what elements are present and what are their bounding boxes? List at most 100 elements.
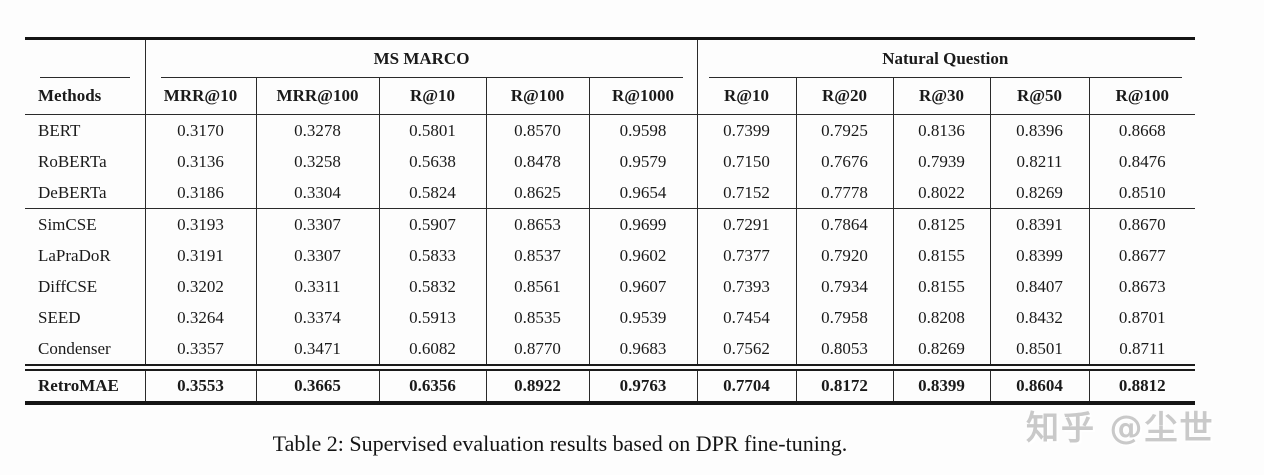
metric-value: 0.7150 <box>697 146 797 177</box>
metric-value: 0.5801 <box>379 114 487 146</box>
metric-value: 0.7920 <box>796 240 894 271</box>
metric-value: 0.5833 <box>379 240 487 271</box>
metric-value: 0.7152 <box>697 177 797 209</box>
metric-value: 0.6082 <box>379 333 487 368</box>
column-header: MRR@10 <box>145 78 257 115</box>
metric-value: 0.7958 <box>796 302 894 333</box>
table-row: DeBERTa 0.3186 0.3304 0.5824 0.8625 0.96… <box>25 177 1195 209</box>
metric-value: 0.8155 <box>893 271 991 302</box>
metric-value: 0.8535 <box>486 302 590 333</box>
metric-value: 0.8670 <box>1089 208 1196 240</box>
column-header: R@100 <box>486 78 590 115</box>
metric-value: 0.9654 <box>589 177 698 209</box>
metric-value: 0.8172 <box>796 364 894 403</box>
metric-value: 0.3357 <box>145 333 257 368</box>
metric-value: 0.5824 <box>379 177 487 209</box>
table-row: DiffCSE 0.3202 0.3311 0.5832 0.8561 0.96… <box>25 271 1195 302</box>
metric-value: 0.8208 <box>893 302 991 333</box>
metric-value: 0.8399 <box>893 364 991 403</box>
column-header: R@30 <box>893 78 991 115</box>
column-header: R@50 <box>990 78 1090 115</box>
metric-value: 0.7704 <box>697 364 797 403</box>
metric-value: 0.8211 <box>990 146 1090 177</box>
metric-value: 0.8022 <box>893 177 991 209</box>
metric-value: 0.5832 <box>379 271 487 302</box>
metric-value: 0.9607 <box>589 271 698 302</box>
metric-value: 0.3278 <box>256 114 380 146</box>
table-caption: Table 2: Supervised evaluation results b… <box>272 431 848 456</box>
metric-value: 0.7778 <box>796 177 894 209</box>
metric-value: 0.8269 <box>893 333 991 368</box>
metric-value: 0.8125 <box>893 208 991 240</box>
corner-cell <box>25 38 146 78</box>
metric-value: 0.3202 <box>145 271 257 302</box>
metric-value: 0.7676 <box>796 146 894 177</box>
metric-value: 0.9539 <box>589 302 698 333</box>
metric-value: 0.3307 <box>256 240 380 271</box>
metric-value: 0.8391 <box>990 208 1090 240</box>
group-label: MS MARCO <box>373 48 470 68</box>
method-name: SEED <box>25 302 146 333</box>
metric-value: 0.8432 <box>990 302 1090 333</box>
group-header-ms-marco: MS MARCO <box>145 38 698 78</box>
group-label: Natural Question <box>882 48 1009 68</box>
method-name: RoBERTa <box>25 146 146 177</box>
metric-value: 0.3258 <box>256 146 380 177</box>
metric-value: 0.3307 <box>256 208 380 240</box>
methods-rule <box>40 40 130 78</box>
metric-value: 0.3191 <box>145 240 257 271</box>
metric-value: 0.5913 <box>379 302 487 333</box>
metric-value: 0.8053 <box>796 333 894 368</box>
metric-value: 0.8701 <box>1118 307 1166 327</box>
column-header-methods: Methods <box>25 78 146 115</box>
metric-value: 0.7939 <box>893 146 991 177</box>
metric-value: 0.5638 <box>379 146 487 177</box>
column-header: R@10 <box>697 78 797 115</box>
metric-value: 0.9579 <box>589 146 698 177</box>
metric-value: 0.6356 <box>379 364 487 403</box>
metric-value: 0.7377 <box>697 240 797 271</box>
table-row: RetroMAE 0.3553 0.3665 0.6356 0.8922 0.9… <box>25 364 1196 403</box>
metric-value: 0.8136 <box>893 114 991 146</box>
metric-value: 0.7291 <box>697 208 797 240</box>
metric-value: 0.8396 <box>990 114 1090 146</box>
metric-value: 0.7925 <box>796 114 894 146</box>
metric-value: 0.3311 <box>256 271 380 302</box>
metric-value: 0.8653 <box>486 208 590 240</box>
metric-value: 0.8478 <box>486 146 590 177</box>
table-row: SimCSE 0.3193 0.3307 0.5907 0.8653 0.969… <box>25 208 1196 240</box>
metric-value: 0.8604 <box>990 364 1090 403</box>
metric-value: 0.8570 <box>486 114 590 146</box>
metric-value: 0.7864 <box>796 208 894 240</box>
metric-value: 0.3186 <box>145 177 257 209</box>
metric-value: 0.8501 <box>990 333 1090 368</box>
metric-value: 0.9763 <box>589 364 698 403</box>
metric-value: 0.8269 <box>990 177 1090 209</box>
column-header: R@1000 <box>589 78 698 115</box>
column-header: MRR@100 <box>256 78 380 115</box>
metric-value: 0.3374 <box>256 302 380 333</box>
metric-value: 0.8476 <box>1118 151 1166 171</box>
column-header: R@10 <box>379 78 487 115</box>
table-row: RoBERTa 0.3136 0.3258 0.5638 0.8478 0.95… <box>25 146 1195 177</box>
metric-value: 0.8812 <box>1089 364 1196 403</box>
metric-value: 0.9602 <box>589 240 698 271</box>
table-row: BERT 0.3170 0.3278 0.5801 0.8570 0.9598 … <box>25 114 1195 146</box>
results-table: MS MARCO Natural Question Methods MRR@10… <box>25 37 1196 405</box>
method-name: BERT <box>25 114 146 146</box>
metric-value: 0.3170 <box>145 114 257 146</box>
metric-value: 0.3665 <box>256 364 380 403</box>
method-name: LaPraDoR <box>25 240 146 271</box>
metric-value: 0.9683 <box>589 333 698 368</box>
metric-value: 0.3471 <box>256 333 380 368</box>
metric-value: 0.7934 <box>796 271 894 302</box>
metric-value: 0.8399 <box>990 240 1090 271</box>
group-header-row: MS MARCO Natural Question <box>25 38 1195 78</box>
method-name: RetroMAE <box>25 364 146 403</box>
table-row: SEED 0.3264 0.3374 0.5913 0.8535 0.9539 … <box>25 302 1195 333</box>
column-header-row: Methods MRR@10 MRR@100 R@10 R@100 R@1000… <box>25 78 1196 115</box>
metric-value: 0.5907 <box>379 208 487 240</box>
metric-value: 0.8537 <box>486 240 590 271</box>
metric-value: 0.8407 <box>990 271 1090 302</box>
watermark: 知乎 @尘世 <box>1026 408 1215 447</box>
